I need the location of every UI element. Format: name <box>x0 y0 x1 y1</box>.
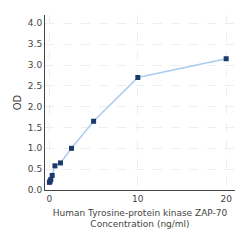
svg-text:4.0: 4.0 <box>28 18 43 28</box>
svg-text:20: 20 <box>220 194 232 204</box>
svg-text:0: 0 <box>47 194 53 204</box>
svg-text:1.0: 1.0 <box>28 143 43 153</box>
svg-text:2.5: 2.5 <box>28 81 42 91</box>
svg-text:Human Tyrosine-protein kinase: Human Tyrosine-protein kinase ZAP-70Conc… <box>53 208 228 230</box>
svg-text:0.5: 0.5 <box>28 164 42 174</box>
svg-text:1.5: 1.5 <box>28 123 42 133</box>
svg-text:OD: OD <box>12 94 23 110</box>
svg-text:10: 10 <box>132 194 144 204</box>
svg-text:2.0: 2.0 <box>28 102 43 112</box>
svg-text:3.0: 3.0 <box>28 60 43 70</box>
svg-text:0.0: 0.0 <box>28 185 43 195</box>
svg-text:3.5: 3.5 <box>28 39 42 49</box>
